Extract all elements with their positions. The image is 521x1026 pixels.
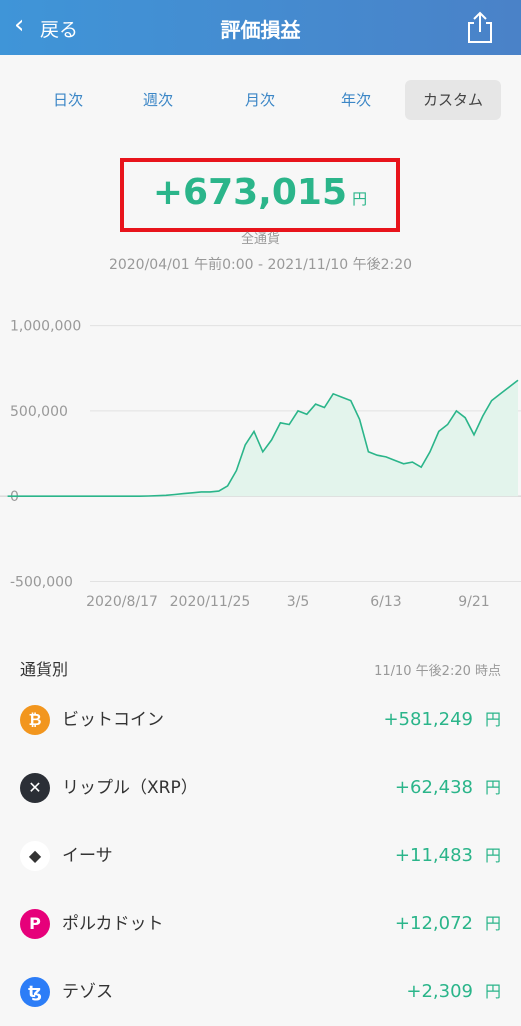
coin-icon: P (20, 909, 50, 939)
tab[interactable]: 月次 (244, 91, 275, 109)
coin-value: +12,072 (394, 913, 473, 934)
coin-name: イーサ (62, 846, 113, 866)
coin-icon: ₿ (20, 705, 50, 735)
tab[interactable]: 年次 (340, 91, 371, 109)
coin-unit: 円 (484, 710, 501, 729)
coin-value: +62,438 (394, 777, 473, 798)
coin-unit: 円 (484, 846, 501, 865)
amount-block: +673,015 円 (120, 172, 400, 213)
currency-row[interactable]: ꜩ テゾス +2,309 円 (0, 958, 521, 1026)
x-tick-label: 9/21 (458, 594, 489, 610)
coin-name: テゾス (62, 982, 113, 1002)
line (7, 379, 519, 497)
x-tick-label: 2020/11/25 (170, 594, 251, 610)
x-tick-label: 3/5 (287, 594, 310, 610)
coin-name: リップル（XRP） (62, 778, 198, 798)
x-tick-label: 6/13 (370, 594, 401, 610)
y-tick-label: 1,000,000 (10, 319, 81, 335)
highlight-box (120, 158, 400, 232)
coin-name: ポルカドット (62, 914, 164, 934)
amount-unit: 円 (352, 190, 368, 208)
tab[interactable]: 週次 (142, 91, 173, 109)
list-timestamp: 11/10 午後2:20 時点 (374, 664, 501, 679)
currency-row[interactable]: ◆ イーサ +11,483 円 (0, 822, 521, 890)
amount: +673,015 (152, 172, 348, 213)
back-chevron[interactable]: ‹ (14, 10, 25, 40)
coin-icon: ꜩ (20, 977, 50, 1007)
coin-name: ビットコイン (62, 710, 164, 730)
header-title: 評価損益 (220, 18, 301, 42)
scope: 全通貨 (240, 232, 280, 247)
header: ‹ 戻る 評価損益 (0, 0, 521, 55)
x-tick-label: 2020/8/17 (86, 594, 158, 610)
currency-row[interactable]: ✕ リップル（XRP） +62,438 円 (0, 754, 521, 822)
chart: -500,000 0 500,000 1,000,000 2020/8/17 2020/1… (0, 319, 521, 610)
currency-row[interactable]: ₿ ビットコイン +581,249 円 (0, 686, 521, 754)
list-title: 通貨別 (20, 660, 69, 679)
y-tick-label: 0 (10, 489, 19, 505)
coin-icon: ✕ (20, 773, 50, 803)
date-range: 2020/04/01 午前0:00 - 2021/11/10 午後2:20 (108, 257, 413, 273)
back-button[interactable]: 戻る (40, 19, 79, 41)
y-tick-label: 500,000 (10, 404, 68, 420)
coin-value: +2,309 (406, 981, 473, 1002)
coin-unit: 円 (484, 914, 501, 933)
coin-icon: ◆ (20, 841, 50, 871)
currency-row[interactable]: P ポルカドット +12,072 円 (0, 890, 521, 958)
coin-value: +581,249 (383, 709, 473, 730)
coin-unit: 円 (484, 982, 501, 1001)
coin-unit: 円 (484, 778, 501, 797)
share-button[interactable] (465, 10, 495, 44)
tab[interactable]: カスタム (405, 80, 501, 120)
coin-value: +11,483 (394, 845, 473, 866)
area-fill (7, 380, 518, 497)
tab[interactable]: 日次 (52, 91, 83, 109)
y-tick-label: -500,000 (10, 574, 73, 590)
